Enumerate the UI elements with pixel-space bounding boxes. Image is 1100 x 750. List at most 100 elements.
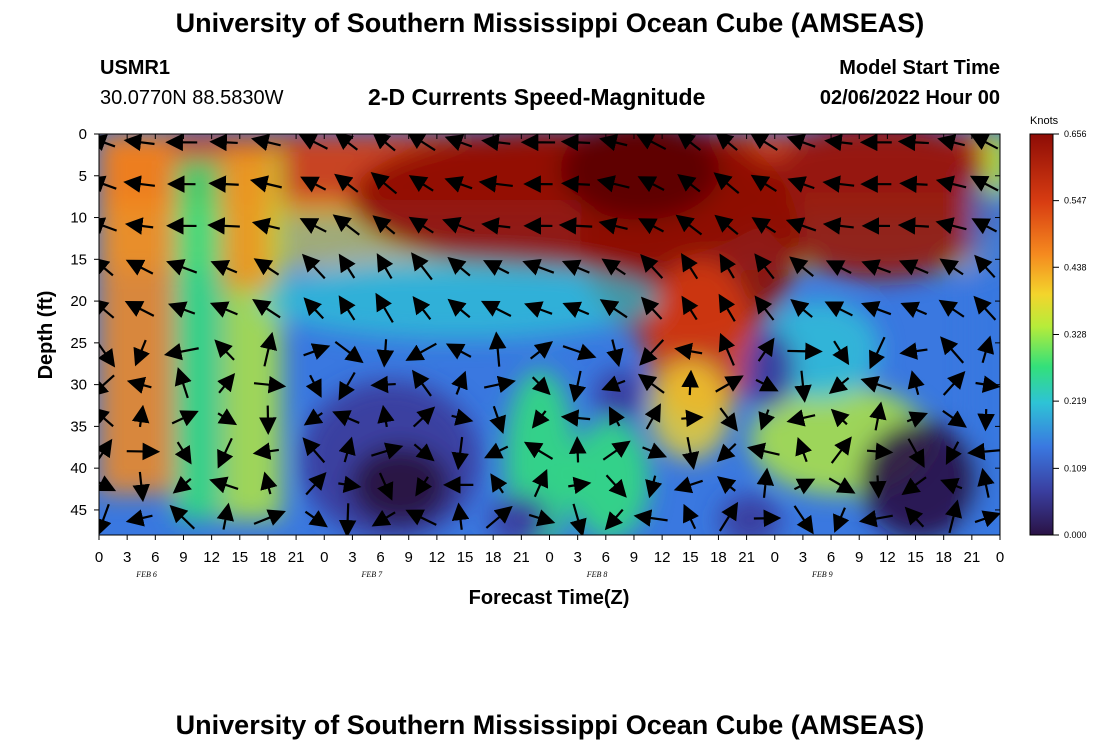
current-arrow bbox=[451, 408, 474, 426]
footer-title: University of Southern Mississippi Ocean… bbox=[175, 710, 925, 740]
x-tick-label: 15 bbox=[231, 549, 248, 566]
current-arrow bbox=[253, 258, 280, 276]
current-arrow bbox=[633, 509, 668, 527]
x-tick-label: 3 bbox=[573, 549, 581, 566]
current-arrow bbox=[824, 134, 853, 152]
x-tick-label: 6 bbox=[602, 549, 610, 566]
current-arrow bbox=[412, 296, 432, 321]
current-arrow bbox=[124, 217, 154, 235]
current-arrow bbox=[568, 476, 592, 495]
current-arrow bbox=[444, 176, 473, 193]
current-arrow bbox=[411, 252, 433, 281]
current-arrow bbox=[217, 437, 234, 469]
x-tick-label: 18 bbox=[935, 549, 952, 566]
current-arrow bbox=[133, 339, 150, 367]
current-arrow bbox=[967, 442, 1000, 461]
current-arrow bbox=[832, 340, 850, 366]
x-tick-label: 0 bbox=[95, 549, 103, 566]
current-arrow bbox=[303, 297, 325, 320]
current-arrow bbox=[568, 370, 587, 403]
current-arrow bbox=[714, 214, 739, 236]
current-arrow bbox=[126, 376, 152, 394]
current-arrow bbox=[939, 258, 964, 276]
current-arrow bbox=[304, 510, 328, 528]
current-arrow bbox=[415, 476, 433, 497]
current-arrow bbox=[253, 509, 286, 526]
current-arrow bbox=[825, 260, 852, 277]
current-arrow bbox=[99, 134, 116, 152]
current-arrow bbox=[413, 443, 435, 462]
current-arrow bbox=[481, 217, 511, 235]
current-arrow bbox=[822, 175, 855, 193]
x-tick-label: 6 bbox=[827, 549, 835, 566]
x-tick-label: 12 bbox=[429, 549, 446, 566]
current-arrow bbox=[259, 331, 278, 367]
colorbar bbox=[1029, 133, 1054, 536]
current-arrow bbox=[531, 468, 549, 498]
date-label: FEB 9 bbox=[811, 570, 833, 579]
current-arrow bbox=[523, 441, 554, 460]
current-arrow bbox=[971, 218, 998, 235]
current-arrow bbox=[973, 295, 997, 321]
current-arrow bbox=[99, 503, 112, 535]
current-arrow bbox=[488, 331, 507, 367]
colorbar-tick-label: 0.328 bbox=[1064, 330, 1087, 340]
current-arrow bbox=[969, 175, 999, 192]
current-arrow bbox=[715, 375, 744, 393]
current-arrow bbox=[793, 505, 814, 535]
current-arrow bbox=[123, 175, 156, 193]
current-arrow bbox=[789, 256, 814, 277]
current-arrow bbox=[371, 442, 404, 460]
current-arrow bbox=[756, 467, 775, 498]
current-arrow bbox=[207, 217, 240, 235]
current-arrow bbox=[99, 438, 113, 461]
current-arrow bbox=[376, 253, 394, 279]
x-tick-label: 21 bbox=[513, 549, 530, 566]
colorbar-tick-label: 0.547 bbox=[1064, 196, 1087, 206]
current-arrow bbox=[718, 293, 736, 322]
current-arrow bbox=[897, 217, 929, 235]
current-arrow bbox=[786, 409, 816, 427]
current-arrow bbox=[447, 298, 471, 319]
x-tick-label: 3 bbox=[799, 549, 807, 566]
current-arrow bbox=[869, 336, 886, 370]
current-arrow bbox=[754, 253, 775, 280]
current-arrow bbox=[975, 375, 1000, 393]
current-arrow bbox=[442, 217, 475, 234]
current-arrow bbox=[123, 134, 155, 152]
current-arrow bbox=[411, 369, 432, 397]
colorbar-tick-label: 0.000 bbox=[1064, 530, 1087, 540]
x-tick-label: 3 bbox=[123, 549, 131, 566]
current-arrow bbox=[412, 406, 436, 428]
current-arrow bbox=[830, 408, 850, 428]
current-arrow bbox=[596, 175, 630, 193]
current-arrow bbox=[332, 410, 360, 427]
current-vectors bbox=[99, 134, 1000, 535]
y-tick-label: 0 bbox=[79, 126, 87, 143]
current-arrow bbox=[125, 509, 153, 527]
current-arrow bbox=[405, 342, 437, 361]
current-arrow bbox=[681, 409, 704, 428]
current-arrow bbox=[445, 343, 472, 360]
current-arrow bbox=[858, 509, 893, 528]
current-arrow bbox=[795, 436, 812, 463]
current-arrow bbox=[944, 499, 963, 534]
x-tick-label: 21 bbox=[964, 549, 981, 566]
current-arrow bbox=[132, 471, 150, 503]
current-arrow bbox=[673, 476, 703, 494]
x-tick-label: 0 bbox=[771, 549, 779, 566]
current-arrow bbox=[253, 375, 287, 394]
current-arrow bbox=[338, 475, 362, 493]
current-arrow bbox=[681, 437, 700, 471]
current-arrow bbox=[974, 510, 1000, 528]
current-arrow bbox=[869, 475, 887, 499]
current-arrow bbox=[901, 476, 927, 496]
current-arrow bbox=[250, 134, 281, 151]
current-arrow bbox=[334, 341, 364, 364]
current-arrow bbox=[99, 342, 116, 368]
current-arrow bbox=[406, 134, 436, 152]
current-arrow bbox=[208, 175, 239, 193]
current-arrow bbox=[303, 408, 324, 426]
current-arrow bbox=[166, 259, 198, 276]
current-arrow bbox=[677, 174, 701, 193]
